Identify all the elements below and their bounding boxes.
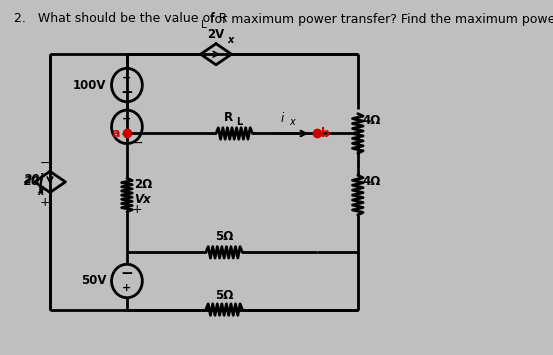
- Text: L: L: [236, 117, 242, 127]
- Text: +: +: [122, 114, 132, 124]
- Text: 50V: 50V: [81, 274, 107, 288]
- Text: 5Ω: 5Ω: [215, 230, 233, 243]
- Text: x: x: [38, 185, 44, 195]
- Text: R: R: [223, 111, 233, 124]
- Text: b: b: [321, 127, 330, 140]
- Text: +: +: [122, 283, 132, 294]
- Text: 5Ω: 5Ω: [215, 289, 233, 302]
- Text: 20i: 20i: [24, 173, 44, 186]
- Text: x: x: [290, 117, 295, 127]
- Text: +: +: [122, 72, 132, 83]
- Text: for maximum power transfer? Find the maximum power.: for maximum power transfer? Find the max…: [206, 12, 553, 26]
- Text: 20i: 20i: [24, 175, 44, 189]
- Text: 2V: 2V: [207, 28, 225, 41]
- Text: Vx: Vx: [134, 193, 151, 206]
- Text: −: −: [40, 157, 50, 170]
- Text: x: x: [38, 187, 44, 197]
- Text: 4Ω: 4Ω: [363, 114, 381, 127]
- Text: 2Ω: 2Ω: [134, 178, 153, 191]
- Text: +: +: [132, 203, 143, 216]
- Text: −: −: [121, 85, 133, 100]
- Text: i: i: [281, 112, 284, 125]
- Text: 100V: 100V: [73, 78, 107, 92]
- Text: x: x: [227, 34, 233, 44]
- Text: L: L: [201, 20, 207, 30]
- Text: 2.   What should be the value of R: 2. What should be the value of R: [13, 12, 227, 26]
- Text: −: −: [121, 127, 133, 142]
- Text: +: +: [40, 196, 50, 209]
- Text: 4Ω: 4Ω: [363, 175, 381, 189]
- Text: −: −: [121, 266, 133, 281]
- Text: −: −: [132, 136, 143, 150]
- Text: a: a: [111, 127, 119, 140]
